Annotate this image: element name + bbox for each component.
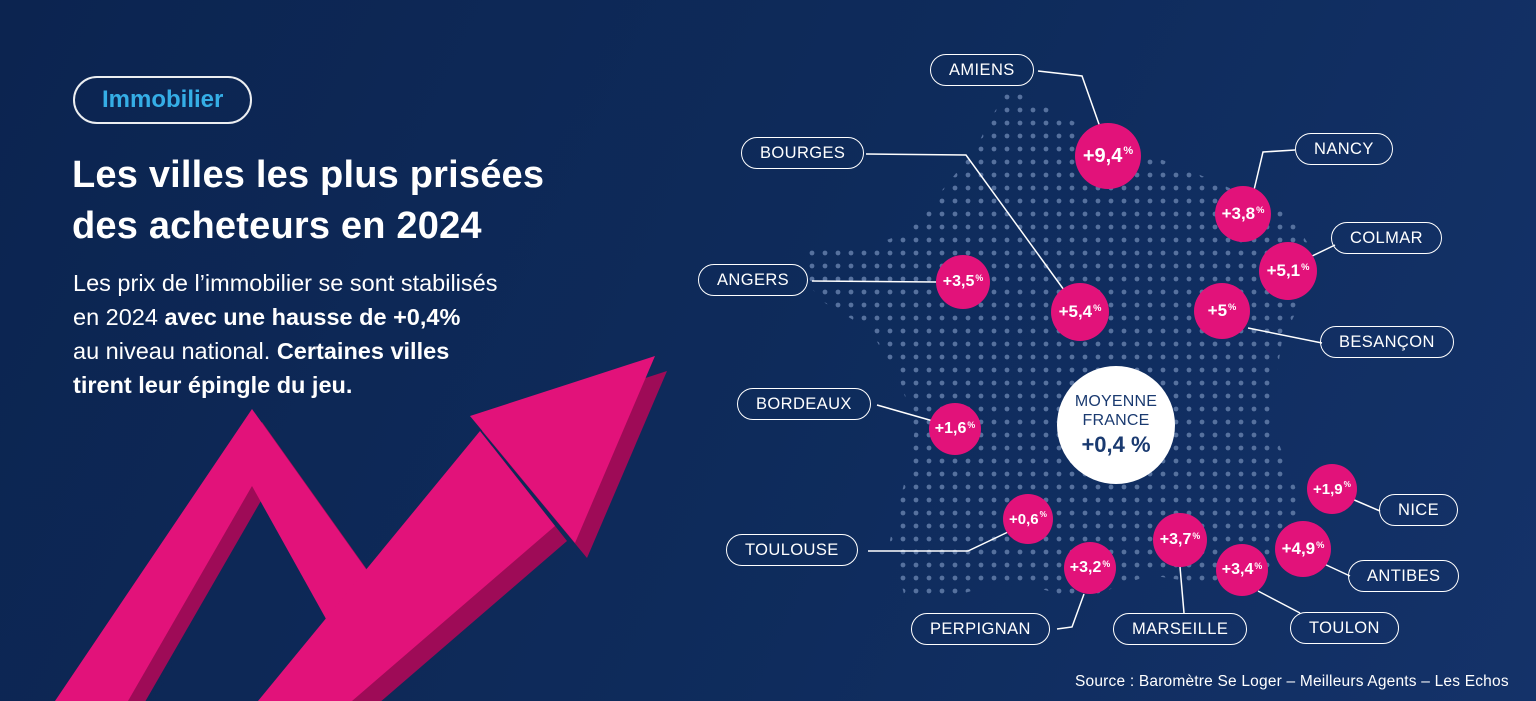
value-bubble-nice: +1,9% [1307,464,1357,514]
connector-line-nice [1351,498,1381,512]
france-dot-silhouette [800,88,1312,600]
value-bubble-angers: +3,5% [936,255,990,309]
intro-bold-segment: avec une hausse de +0,4% [164,304,461,330]
average-line2: FRANCE [1082,412,1150,429]
value-bubble-besancon: +5% [1194,283,1250,339]
category-badge: Immobilier [73,76,253,124]
connector-line-toulouse [868,531,1009,552]
connector-line-bourges [865,153,1065,291]
city-label-antibes: ANTIBES [1348,560,1460,592]
connector-line-bordeaux [876,404,934,422]
connector-line-marseille [1179,566,1185,614]
connector-line-toulon [1257,590,1301,614]
connector-line-angers [811,280,939,283]
city-label-nancy: NANCY [1295,133,1393,165]
city-label-perpignan: PERPIGNAN [911,613,1050,645]
bubble-value: +0,6 [1009,510,1039,528]
bubble-value: +3,4 [1221,561,1254,578]
connector-line-perpignan [1056,593,1085,630]
intro-segment: au niveau national. [73,338,271,364]
bubble-value: +1,6 [934,420,967,437]
bubble-value: +4,9 [1281,539,1316,558]
connector-line-antibes [1321,562,1351,577]
city-label-colmar: COLMAR [1331,222,1442,254]
bubble-value: +5,4 [1058,302,1093,321]
connector-line-nancy [1253,149,1296,191]
bubble-value: +5 [1207,301,1228,320]
connector-line-amiens [1037,70,1101,128]
value-bubble-marseille: +3,7% [1153,513,1207,567]
arrow-shaft-and-head [258,356,655,701]
connector-lines [811,70,1381,630]
bubble-value: +3,7 [1159,531,1192,548]
value-bubble-toulon: +3,4% [1216,544,1268,596]
connector-line-besancon [1247,327,1323,344]
city-label-bourges: BOURGES [741,137,865,169]
bubble-value: +3,2 [1069,559,1102,576]
house-arrow-graphic [55,356,667,701]
average-value: +0,4 % [1081,432,1151,457]
value-bubble-nancy: +3,8% [1215,186,1271,242]
bubble-value: +3,5 [942,273,975,290]
average-line1: MOYENNE [1074,393,1158,410]
value-bubble-antibes: +4,9% [1275,521,1331,577]
bubble-value: +5,1 [1266,261,1301,280]
bubble-value: +1,9 [1313,480,1343,498]
city-label-marseille: MARSEILLE [1113,613,1248,645]
value-bubble-amiens: +9,4% [1075,123,1141,189]
intro-bold-segment: Certaines villes tirent leur épingle du … [73,338,450,398]
bubble-value: +3,8 [1221,204,1256,223]
value-bubble-colmar: +5,1% [1259,242,1317,300]
city-label-nice: NICE [1379,494,1459,526]
value-bubble-toulouse: +0,6% [1003,494,1053,544]
city-label-bordeaux: BORDEAUX [737,388,871,420]
average-france-circle: MOYENNE FRANCE +0,4 % [1057,366,1175,484]
city-label-angers: ANGERS [698,264,809,296]
page-title: Les villes les plus prisées des acheteur… [72,154,545,248]
intro-segment: Les prix de l’immobilier se sont stabili… [73,270,498,330]
city-label-besancon: BESANÇON [1320,326,1454,358]
city-label-toulon: TOULON [1290,612,1399,644]
value-bubble-bourges: +5,4% [1051,283,1109,341]
city-label-amiens: AMIENS [930,54,1034,86]
intro-paragraph: Les prix de l’immobilier se sont stabili… [73,266,497,402]
value-bubble-bordeaux: +1,6% [929,403,981,455]
bubble-value: +9,4 [1082,144,1123,167]
value-bubble-perpignan: +3,2% [1064,542,1116,594]
source-credit: Source : Baromètre Se Loger – Meilleurs … [1075,673,1509,690]
city-label-toulouse: TOULOUSE [726,534,858,566]
